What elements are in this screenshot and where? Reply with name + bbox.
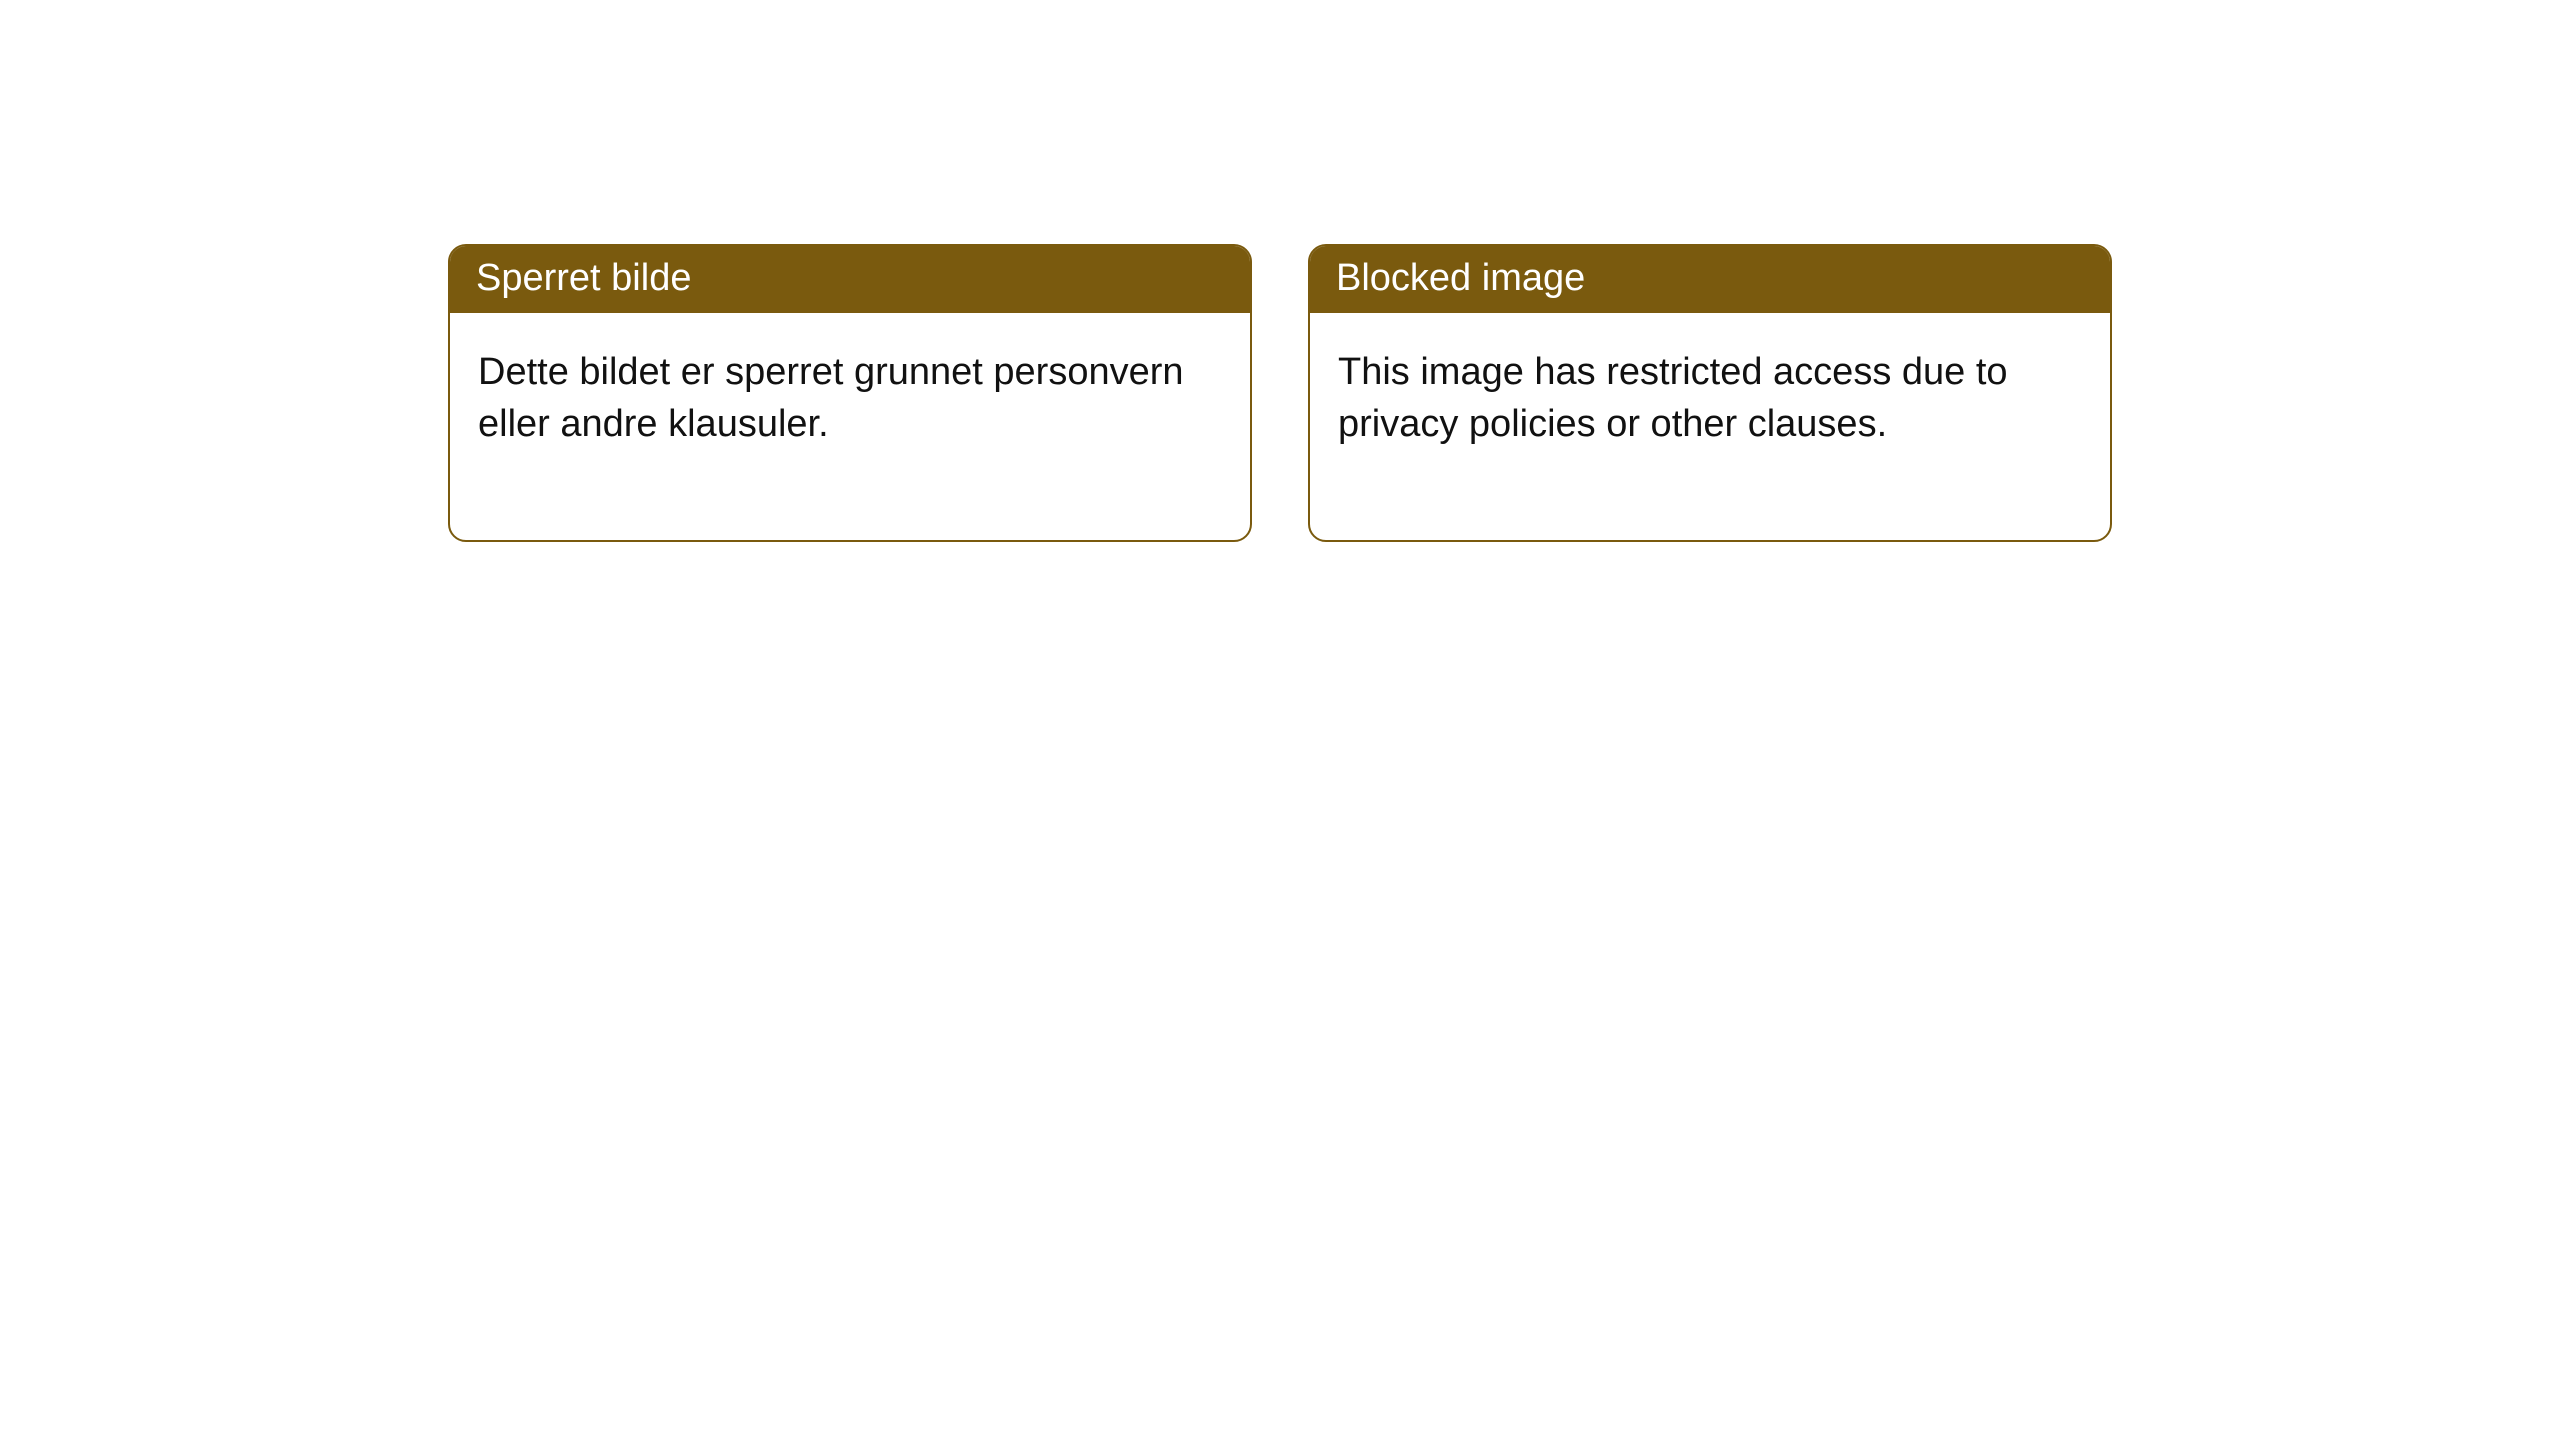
notice-card-norwegian: Sperret bilde Dette bildet er sperret gr… [448, 244, 1252, 542]
notice-title: Blocked image [1310, 246, 2110, 313]
notice-body: This image has restricted access due to … [1310, 313, 2110, 540]
notice-body: Dette bildet er sperret grunnet personve… [450, 313, 1250, 540]
notice-title: Sperret bilde [450, 246, 1250, 313]
notice-card-english: Blocked image This image has restricted … [1308, 244, 2112, 542]
notice-container: Sperret bilde Dette bildet er sperret gr… [0, 0, 2560, 542]
